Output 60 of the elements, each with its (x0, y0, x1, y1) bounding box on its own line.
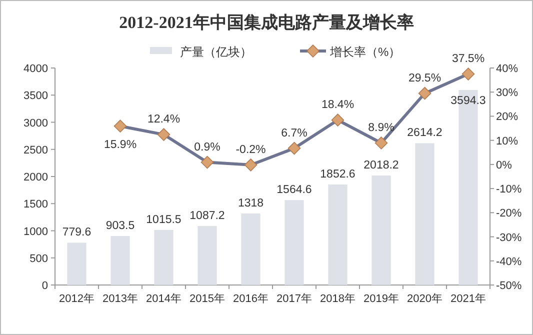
y2-tick-label: -10% (496, 184, 522, 196)
bar (372, 176, 391, 285)
data-label: 2614.2 (407, 127, 442, 140)
y-tick-label: 1500 (24, 198, 48, 211)
x-tick-label: 2016年 (233, 293, 268, 305)
y2-tick-label: 30% (496, 87, 518, 100)
y-tick-label: 4000 (24, 63, 48, 75)
data-label: 15.9% (104, 139, 137, 152)
y-tick-label: 1000 (24, 226, 48, 238)
data-label: 37.5% (452, 53, 485, 66)
y2-tick-label: -30% (496, 232, 522, 244)
legend-label: 产量（亿块） (180, 45, 252, 59)
x-tick-label: 2012年 (59, 293, 94, 305)
data-label: 0.9% (194, 141, 220, 154)
y-tick-label: 0 (42, 280, 48, 292)
bar (198, 226, 217, 285)
data-label: 8.9% (368, 122, 394, 134)
x-tick-label: 2021年 (450, 293, 486, 305)
bar (67, 242, 86, 285)
bar (154, 230, 174, 285)
x-tick-label: 2017年 (276, 293, 312, 305)
data-label: 1015.5 (146, 214, 182, 226)
data-label: 12.4% (147, 114, 180, 126)
legend-label: 增长率（%） (329, 45, 401, 59)
x-tick-label: 2014年 (146, 293, 182, 305)
y2-tick-label: 40% (496, 63, 518, 75)
bar (284, 200, 304, 285)
data-label: 1087.2 (190, 210, 225, 222)
x-tick-label: 2018年 (320, 293, 356, 305)
data-label: 29.5% (408, 72, 442, 84)
data-label: 1852.6 (320, 168, 356, 180)
x-tick-label: 2020年 (407, 293, 442, 305)
y2-tick-label: 0% (496, 159, 512, 172)
y-tick-label: 3500 (24, 90, 48, 102)
bar (110, 236, 130, 285)
y2-tick-label: 10% (496, 135, 518, 148)
data-label: 1564.6 (276, 184, 312, 196)
bar (328, 184, 348, 285)
y2-tick-label: -50% (496, 280, 522, 292)
data-label: 18.4% (321, 99, 354, 112)
chart-title: 2012-2021年中国集成电路产量及增长率 (119, 13, 414, 32)
y-tick-label: 500 (30, 252, 48, 265)
data-label: 1318 (238, 198, 264, 210)
y-tick-label: 2500 (24, 144, 48, 156)
y-tick-label: 2000 (24, 172, 48, 184)
x-tick-label: 2015年 (190, 293, 225, 305)
y2-tick-label: -20% (496, 208, 522, 220)
y2-tick-label: 20% (496, 111, 518, 124)
bar (241, 214, 260, 285)
data-label: -0.2% (236, 144, 266, 156)
y-tick-label: 3000 (24, 117, 48, 130)
x-tick-label: 2013年 (102, 293, 138, 305)
x-tick-label: 2019年 (364, 293, 399, 305)
data-label: 903.5 (106, 220, 135, 232)
data-label: 3594.3 (450, 95, 486, 108)
bar (415, 143, 434, 285)
data-label: 6.7% (281, 127, 308, 140)
data-label: 2018.2 (364, 160, 399, 172)
y2-tick-label: -40% (496, 256, 522, 268)
data-label: 779.6 (62, 226, 92, 239)
